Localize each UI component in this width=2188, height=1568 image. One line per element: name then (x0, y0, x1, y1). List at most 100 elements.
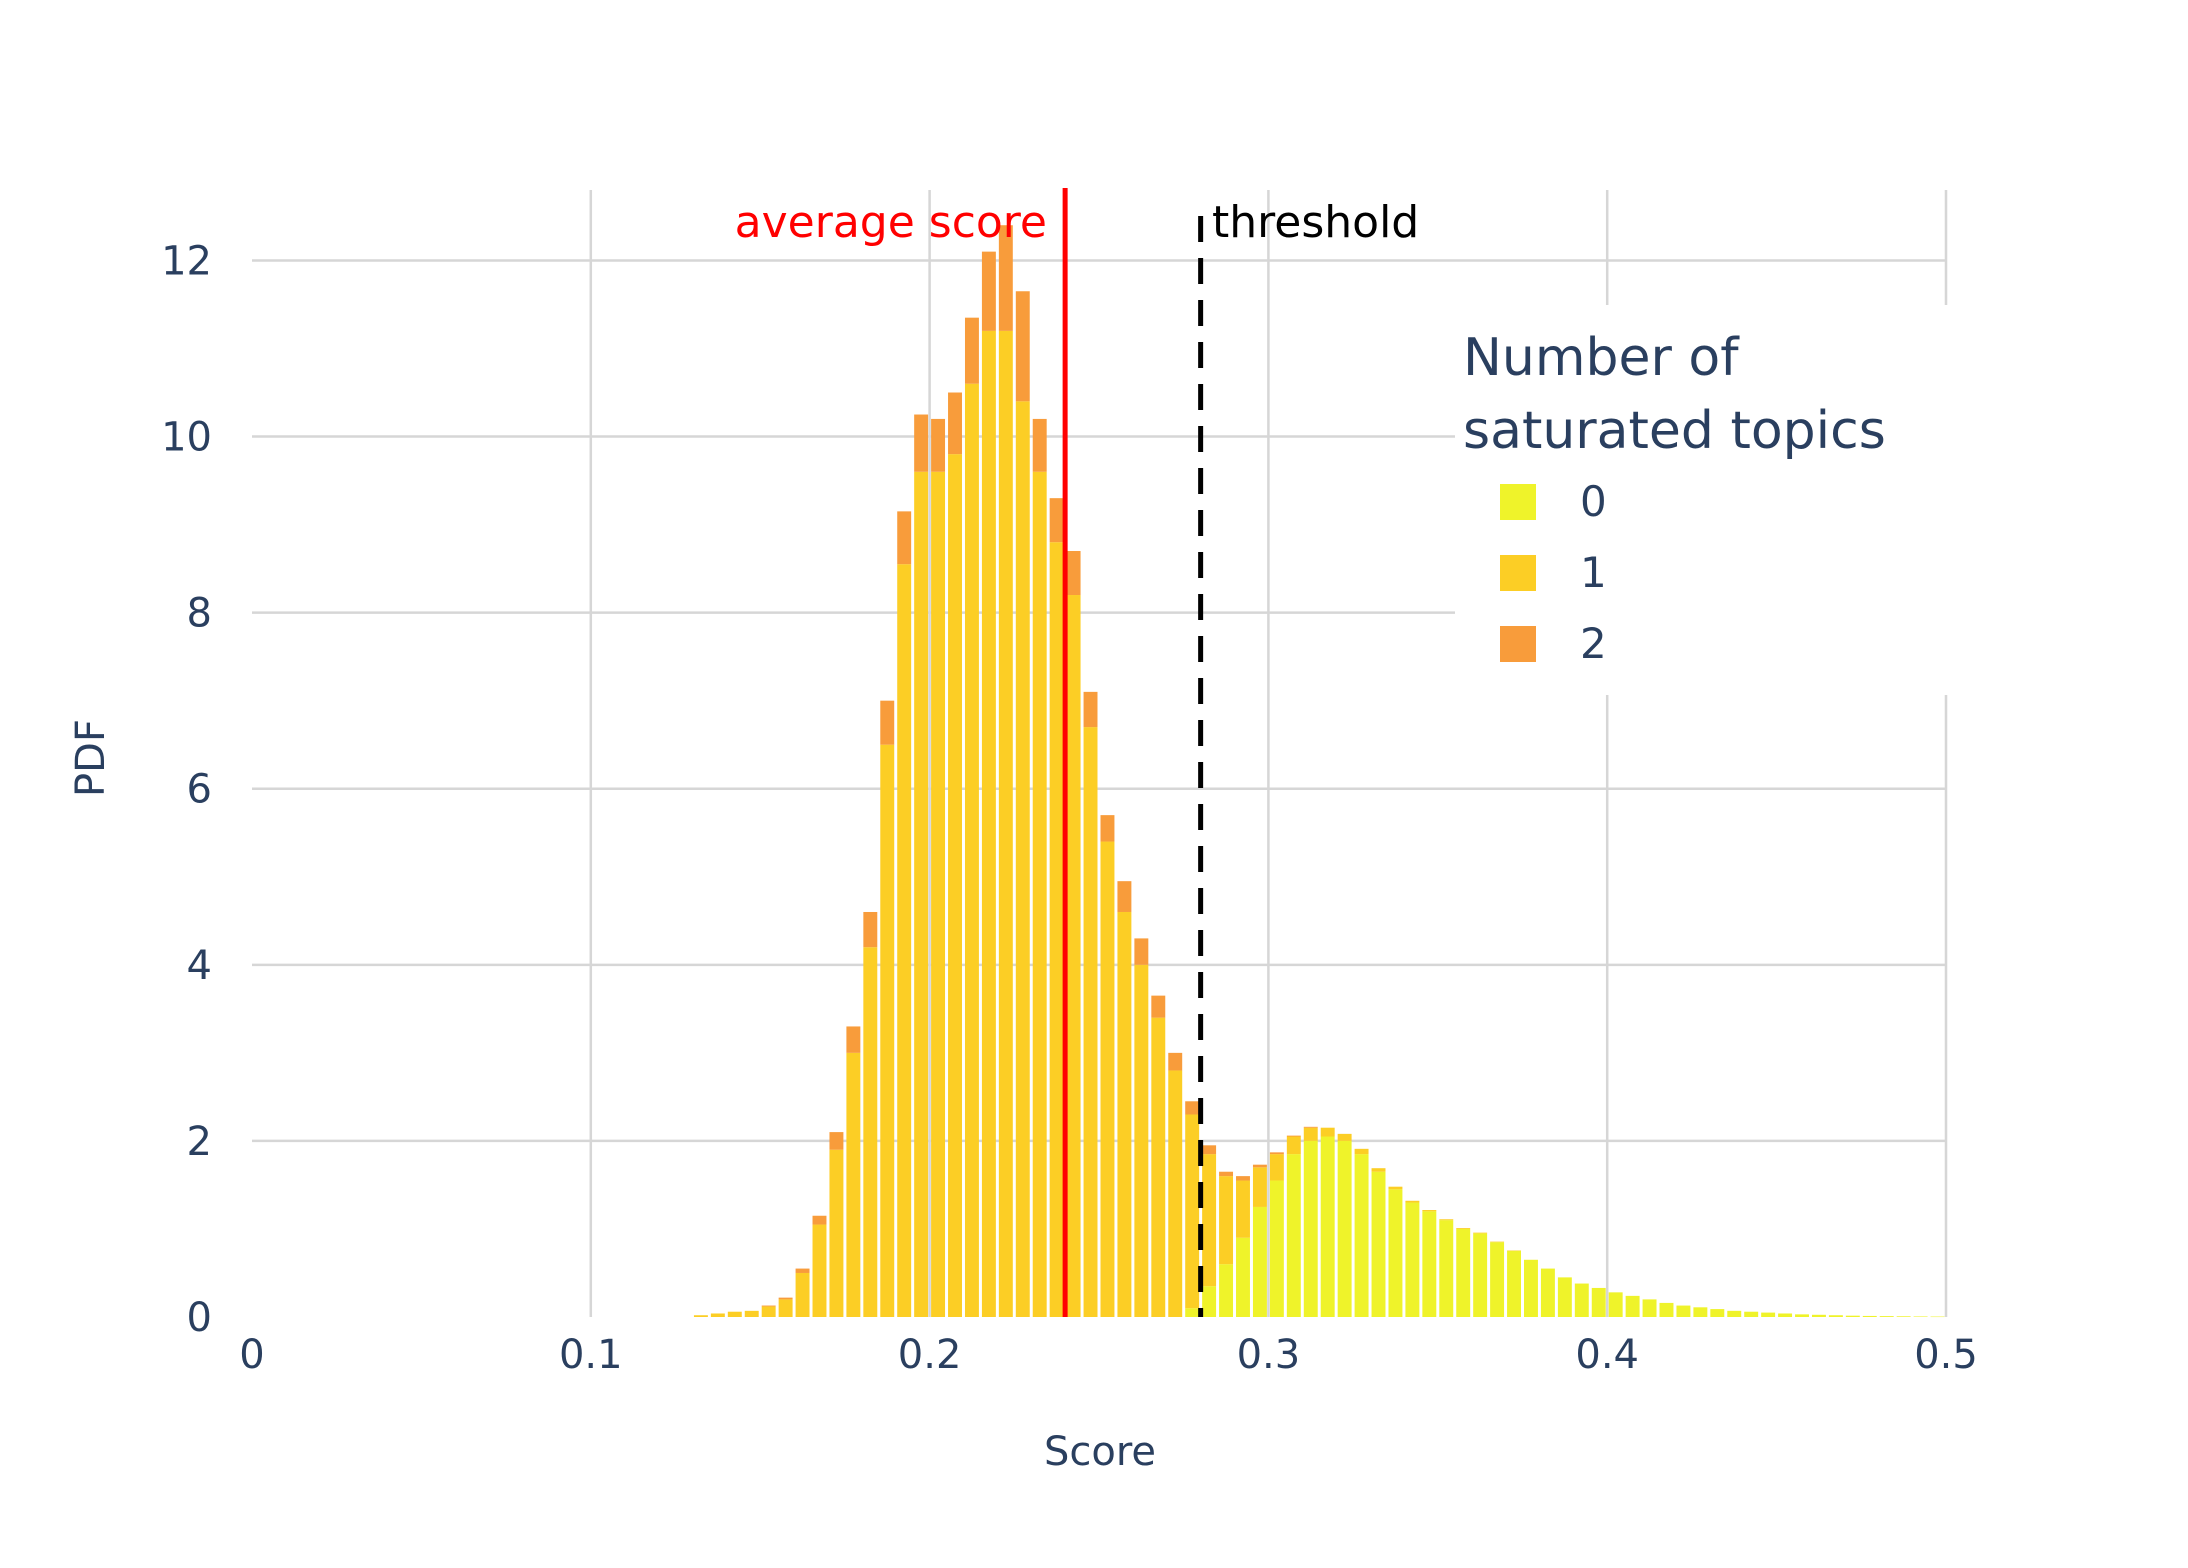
bar-series-0 (1371, 1171, 1386, 1317)
bar-series-2 (1015, 291, 1030, 402)
bar-series-2 (1303, 1126, 1318, 1128)
bar-series-2 (829, 1132, 844, 1150)
legend-swatch-2 (1500, 626, 1536, 662)
bar-series-2 (1134, 938, 1149, 965)
bar-series-2 (778, 1297, 793, 1300)
legend: Number of saturated topics 0 1 2 (1455, 305, 1948, 695)
bar-series-1 (1473, 1232, 1488, 1234)
y-tick-label: 0 (187, 1295, 212, 1341)
legend-swatch-0 (1500, 484, 1536, 520)
bar-series-1 (880, 744, 895, 1317)
bar-series-1 (846, 1052, 861, 1317)
bar-series-0 (1337, 1140, 1352, 1317)
x-tick-label: 0.3 (1237, 1332, 1301, 1378)
bar-series-1 (931, 471, 946, 1317)
reference-lines (1062, 188, 1204, 1317)
bar-series-0 (1811, 1314, 1826, 1317)
bar-series-0 (1219, 1264, 1234, 1317)
bar-series-1 (727, 1311, 742, 1317)
bar-series-2 (981, 251, 996, 331)
bar-series-1 (1236, 1180, 1250, 1238)
bar-series-1 (1439, 1219, 1454, 1221)
bar-series-1 (761, 1306, 776, 1317)
bar-series-1 (981, 330, 996, 1317)
bar-series-1 (710, 1313, 725, 1317)
bar-series-1 (1371, 1168, 1386, 1172)
bar-series-0 (1625, 1295, 1640, 1317)
bar-series-1 (897, 564, 912, 1317)
bar-series-0 (1828, 1315, 1843, 1317)
bar-series-1 (1388, 1186, 1403, 1190)
bar-series-0 (1676, 1305, 1691, 1317)
y-tick-label: 8 (187, 591, 212, 637)
bar-series-2 (1083, 691, 1098, 728)
bar-series-0 (1354, 1154, 1369, 1317)
legend-background (1455, 305, 1948, 695)
bar-series-1 (1490, 1241, 1505, 1243)
bar-series-0 (1879, 1316, 1894, 1317)
bar-series-2 (948, 392, 962, 455)
bar-series-1 (1422, 1210, 1437, 1212)
bar-series-0 (1388, 1189, 1403, 1317)
bar-series-2 (964, 317, 979, 384)
bar-series-2 (1286, 1135, 1301, 1137)
bar-series-0 (1913, 1316, 1928, 1317)
bar-series-0 (1202, 1286, 1217, 1317)
legend-title-line2: saturated topics (1463, 401, 1886, 461)
bar-series-2 (1049, 498, 1064, 543)
bar-series-0 (1778, 1313, 1793, 1317)
bar-series-1 (1456, 1228, 1471, 1229)
bar-series-2 (1168, 1052, 1183, 1071)
bar-series-1 (948, 454, 962, 1317)
bar-series-0 (1710, 1309, 1725, 1317)
bar-series-2 (1202, 1145, 1217, 1155)
bar-series-1 (863, 947, 878, 1317)
bar-series-1 (1320, 1127, 1335, 1137)
bar-series-0 (1286, 1154, 1301, 1317)
bar-series-2 (1252, 1164, 1267, 1168)
bar-series-2 (914, 414, 929, 472)
bar-series-1 (778, 1299, 793, 1317)
bar-series-2 (931, 418, 946, 472)
bar-series-2 (998, 225, 1013, 331)
x-tick-label: 0 (239, 1332, 264, 1378)
bar-series-1 (1507, 1250, 1521, 1252)
bar-series-0 (1591, 1287, 1606, 1317)
bar-layer (693, 225, 1945, 1318)
y-tick-label: 2 (187, 1119, 212, 1165)
bar-series-1 (744, 1310, 759, 1317)
bar-series-2 (761, 1305, 776, 1307)
bar-series-0 (1845, 1315, 1860, 1317)
bar-series-1 (1083, 727, 1098, 1317)
bar-series-0 (1269, 1180, 1284, 1317)
bar-series-0 (1303, 1140, 1318, 1317)
legend-label-1: 1 (1580, 548, 1607, 597)
y-tick-label: 12 (161, 238, 212, 284)
bar-series-0 (1744, 1311, 1759, 1317)
legend-title-line1: Number of (1463, 328, 1740, 388)
bar-series-2 (795, 1268, 810, 1273)
bar-series-1 (1032, 471, 1047, 1317)
bar-series-1 (1066, 595, 1081, 1317)
x-axis-label: Score (1044, 1429, 1156, 1475)
bar-series-0 (1727, 1310, 1742, 1317)
bar-series-0 (1422, 1211, 1437, 1317)
bar-series-0 (1405, 1202, 1420, 1317)
bar-series-2 (1066, 550, 1081, 596)
bar-series-0 (1252, 1206, 1267, 1317)
bar-series-0 (1185, 1308, 1200, 1317)
bar-series-0 (1524, 1259, 1538, 1317)
bar-series-2 (846, 1026, 861, 1053)
bar-series-1 (964, 383, 979, 1317)
bar-series-2 (880, 700, 895, 745)
bar-series-0 (1557, 1277, 1572, 1317)
bar-series-1 (1015, 401, 1030, 1317)
bar-series-0 (1761, 1312, 1776, 1317)
bar-series-1 (1134, 964, 1149, 1317)
bar-series-1 (998, 330, 1013, 1317)
bar-series-1 (795, 1272, 810, 1317)
bar-series-0 (1659, 1302, 1674, 1317)
y-tick-label: 4 (187, 943, 212, 989)
bar-series-1 (914, 471, 929, 1317)
bar-series-1 (1168, 1070, 1183, 1317)
